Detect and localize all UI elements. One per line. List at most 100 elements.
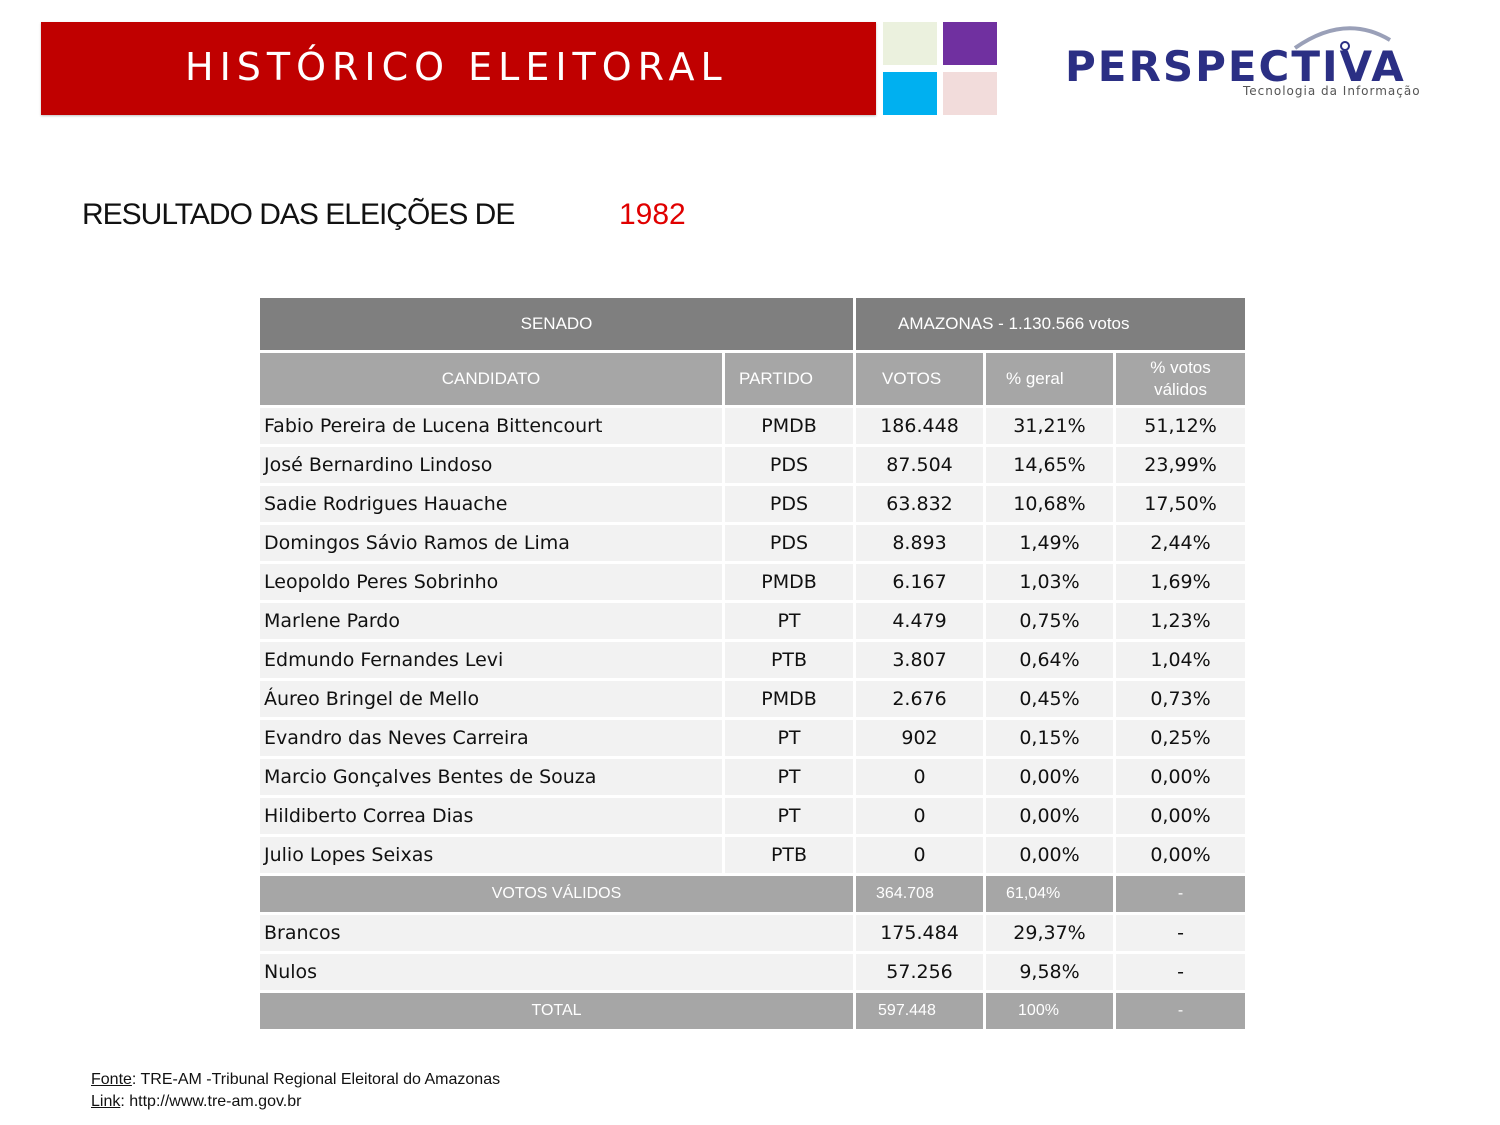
candidate-pct-valid: 0,00% xyxy=(1116,759,1246,795)
candidate-votes: 3.807 xyxy=(856,642,984,678)
logo-swoosh-icon xyxy=(1293,26,1392,51)
candidate-votes: 2.676 xyxy=(856,681,984,717)
candidate-votes: 4.479 xyxy=(856,603,984,639)
candidate-party: PT xyxy=(725,798,854,834)
source-footer: Fonte: TRE-AM -Tribunal Regional Eleitor… xyxy=(91,1069,500,1113)
results-table: SENADO AMAZONAS - 1.130.566 votos CANDID… xyxy=(257,295,1248,1032)
candidate-name: Leopoldo Peres Sobrinho xyxy=(260,564,722,600)
candidate-pct-valid: 0,73% xyxy=(1116,681,1246,717)
candidate-name: Julio Lopes Seixas xyxy=(260,837,722,873)
table-row: Leopoldo Peres Sobrinho PMDB 6.167 1,03% 1,6… xyxy=(260,564,1246,600)
link-line: Link: http://www.tre-am.gov.br xyxy=(91,1091,500,1113)
candidate-party: PT xyxy=(725,720,854,756)
candidate-pct-valid: 1,23% xyxy=(1116,603,1246,639)
candidate-pct-general: 1,03% xyxy=(986,564,1114,600)
candidate-pct-general: 1,49% xyxy=(986,525,1114,561)
region-header: AMAZONAS - 1.130.566 votos xyxy=(856,298,1246,350)
candidate-pct-general: 0,15% xyxy=(986,720,1114,756)
candidate-name: Sadie Rodrigues Hauache xyxy=(260,486,722,522)
candidate-pct-general: 10,68% xyxy=(986,486,1114,522)
candidate-pct-valid: 23,99% xyxy=(1116,447,1246,483)
decor-square-cyan xyxy=(883,72,937,115)
office-header: SENADO xyxy=(260,298,854,350)
candidate-votes: 8.893 xyxy=(856,525,984,561)
election-year: 1982 xyxy=(619,198,686,231)
table-row: Edmundo Fernandes Levi PTB 3.807 0,64% 1,04% xyxy=(260,642,1246,678)
candidate-party: PDS xyxy=(725,486,854,522)
candidate-pct-valid: 0,00% xyxy=(1116,798,1246,834)
table-row: Áureo Bringel de Mello PMDB 2.676 0,45% 0,73… xyxy=(260,681,1246,717)
candidate-votes: 0 xyxy=(856,837,984,873)
logo-tagline: Tecnologia da Informação xyxy=(1243,84,1421,98)
column-header-pct-general: % geral xyxy=(986,353,1114,405)
candidate-name: Evandro das Neves Carreira xyxy=(260,720,722,756)
candidate-votes: 0 xyxy=(856,798,984,834)
candidate-party: PMDB xyxy=(725,681,854,717)
candidate-votes: 902 xyxy=(856,720,984,756)
candidate-votes: 0 xyxy=(856,759,984,795)
candidate-votes: 87.504 xyxy=(856,447,984,483)
candidate-pct-general: 0,00% xyxy=(986,837,1114,873)
logo-wordmark: PERSPECTIVA xyxy=(1065,42,1406,91)
source-label: Fonte xyxy=(91,1071,132,1088)
blank-votes-count: 175.484 xyxy=(856,915,984,951)
valid-votes-count: 364.708 xyxy=(856,876,984,912)
candidate-name: Edmundo Fernandes Levi xyxy=(260,642,722,678)
candidate-pct-valid: 1,69% xyxy=(1116,564,1246,600)
candidate-party: PTB xyxy=(725,642,854,678)
candidate-pct-valid: 17,50% xyxy=(1116,486,1246,522)
valid-votes-pct: 61,04% xyxy=(986,876,1114,912)
column-header-candidate: CANDIDATO xyxy=(260,353,722,405)
candidate-pct-general: 0,75% xyxy=(986,603,1114,639)
candidate-name: Hildiberto Correa Dias xyxy=(260,798,722,834)
null-votes-count: 57.256 xyxy=(856,954,984,990)
valid-votes-valid: - xyxy=(1116,876,1246,912)
column-header-votes: VOTOS xyxy=(856,353,984,405)
total-valid: - xyxy=(1116,993,1246,1029)
column-header-pct-valid: % votos válidos xyxy=(1116,353,1246,405)
table-row: Hildiberto Correa Dias PT 0 0,00% 0,00% xyxy=(260,798,1246,834)
blank-votes-valid: - xyxy=(1116,915,1246,951)
results-heading: RESULTADO DAS ELEIÇÕES DE xyxy=(82,198,515,231)
candidate-party: PDS xyxy=(725,525,854,561)
table-row: Fabio Pereira de Lucena Bittencourt PMDB 1… xyxy=(260,408,1246,444)
candidate-pct-general: 0,00% xyxy=(986,759,1114,795)
null-votes-pct: 9,58% xyxy=(986,954,1114,990)
total-label: TOTAL xyxy=(260,993,854,1029)
null-votes-label: Nulos xyxy=(260,954,854,990)
blank-votes-pct: 29,37% xyxy=(986,915,1114,951)
candidate-name: Domingos Sávio Ramos de Lima xyxy=(260,525,722,561)
candidate-party: PMDB xyxy=(725,564,854,600)
company-logo: PERSPECTIVA Tecnologia da Informação xyxy=(1065,18,1425,103)
null-votes-valid: - xyxy=(1116,954,1246,990)
candidate-name: José Bernardino Lindoso xyxy=(260,447,722,483)
candidate-name: Fabio Pereira de Lucena Bittencourt xyxy=(260,408,722,444)
candidate-name: Áureo Bringel de Mello xyxy=(260,681,722,717)
candidate-party: PT xyxy=(725,759,854,795)
link-text: : http://www.tre-am.gov.br xyxy=(120,1093,302,1110)
total-pct: 100% xyxy=(986,993,1114,1029)
candidate-pct-general: 0,64% xyxy=(986,642,1114,678)
candidate-party: PDS xyxy=(725,447,854,483)
table-row: Julio Lopes Seixas PTB 0 0,00% 0,00% xyxy=(260,837,1246,873)
candidate-party: PMDB xyxy=(725,408,854,444)
candidate-pct-general: 0,00% xyxy=(986,798,1114,834)
valid-votes-label: VOTOS VÁLIDOS xyxy=(260,876,854,912)
decor-square-light-green xyxy=(883,22,937,65)
candidate-votes: 186.448 xyxy=(856,408,984,444)
candidate-name: Marlene Pardo xyxy=(260,603,722,639)
table-row: Marlene Pardo PT 4.479 0,75% 1,23% xyxy=(260,603,1246,639)
candidate-pct-valid: 51,12% xyxy=(1116,408,1246,444)
link-label: Link xyxy=(91,1093,121,1110)
candidate-pct-general: 0,45% xyxy=(986,681,1114,717)
candidate-pct-general: 14,65% xyxy=(986,447,1114,483)
table-row: Marcio Gonçalves Bentes de Souza PT 0 0,00%… xyxy=(260,759,1246,795)
table-row: Sadie Rodrigues Hauache PDS 63.832 10,68% 17… xyxy=(260,486,1246,522)
candidate-party: PT xyxy=(725,603,854,639)
column-header-party: PARTIDO xyxy=(725,353,854,405)
decor-square-purple xyxy=(943,22,997,65)
candidate-pct-valid: 0,00% xyxy=(1116,837,1246,873)
source-line: Fonte: TRE-AM -Tribunal Regional Eleitor… xyxy=(91,1069,500,1091)
page-title: HISTÓRICO ELEITORAL xyxy=(185,45,728,89)
decor-square-pink xyxy=(943,72,997,115)
